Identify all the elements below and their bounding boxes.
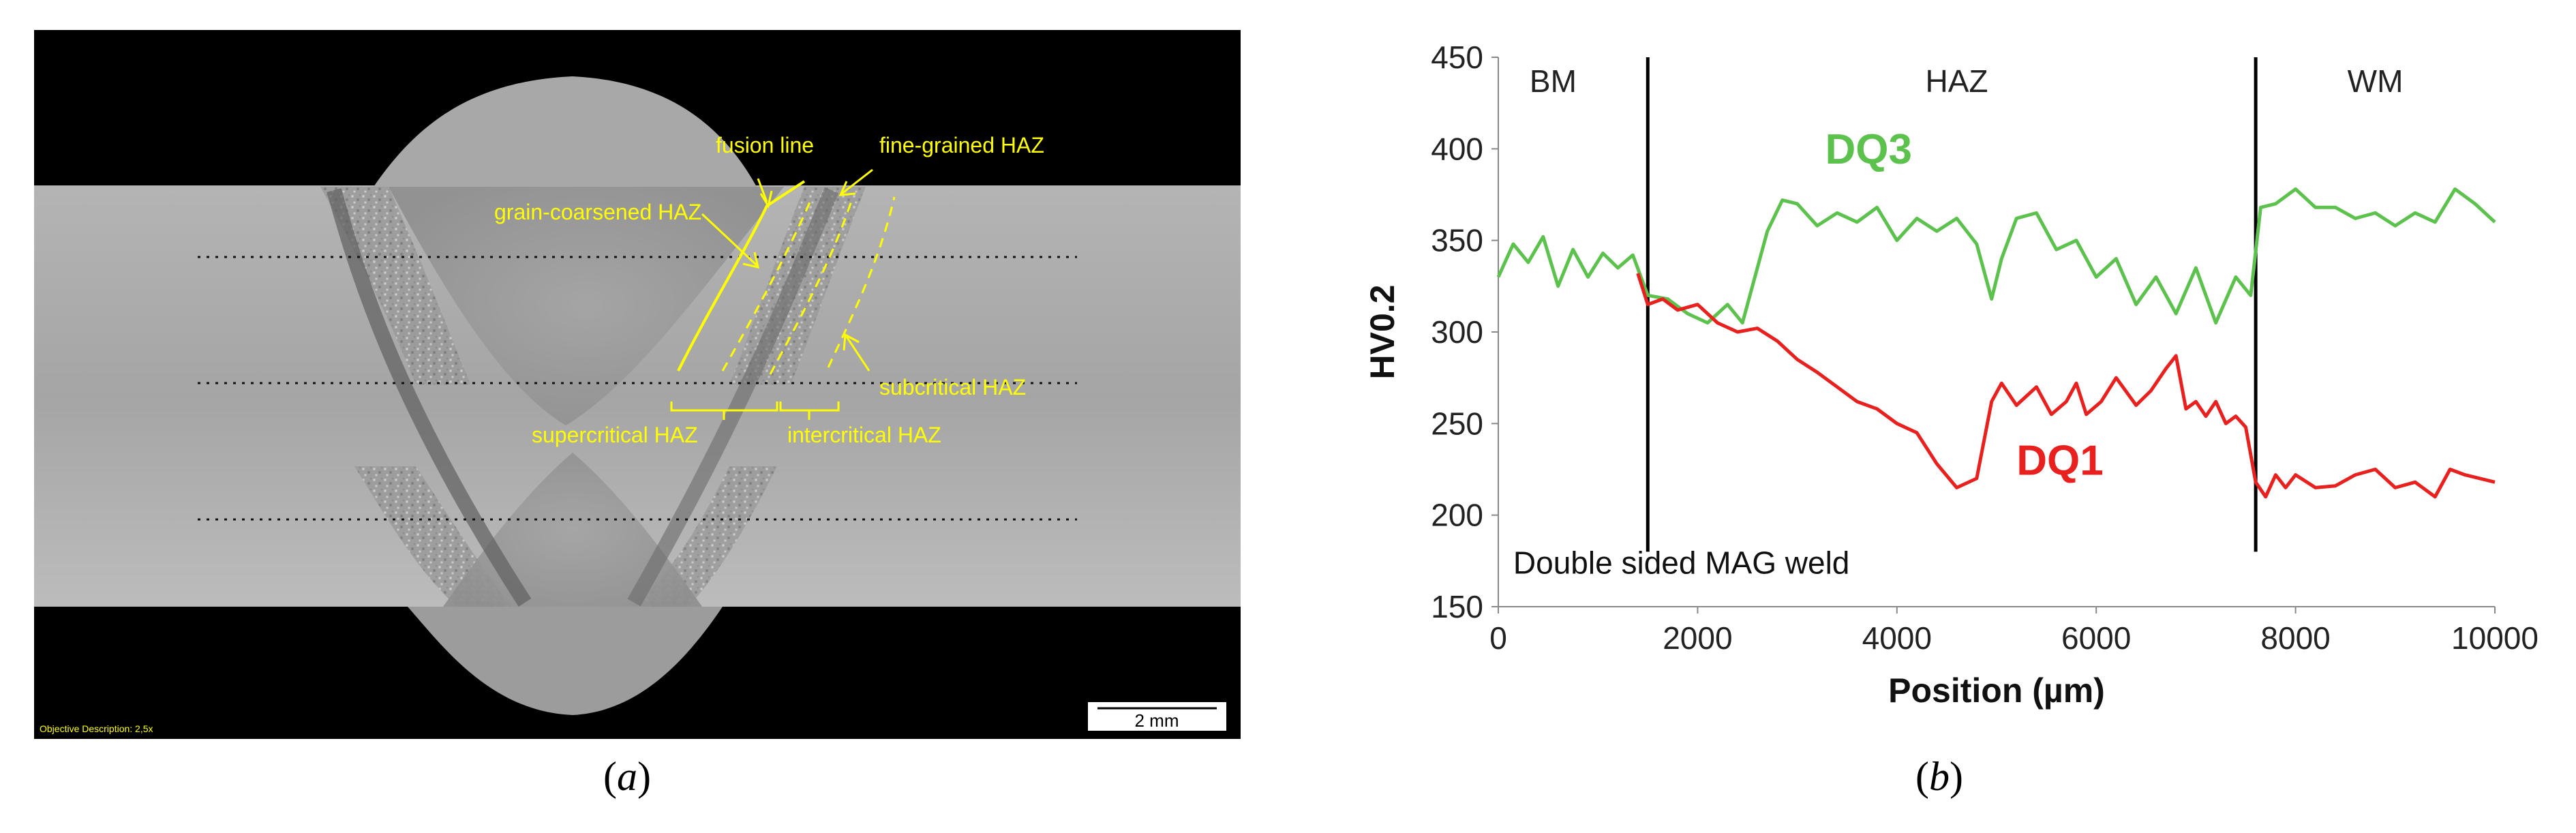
weld-metal <box>389 187 784 425</box>
intercritical-bracket <box>779 402 840 420</box>
series-layer <box>1496 187 2496 499</box>
caption-a: (a) <box>603 754 651 799</box>
y-tick-label: 400 <box>1431 131 1483 166</box>
labels-layer: DQ3 DQ1 <box>1825 126 2104 485</box>
fusion-line-label: fusion line <box>716 133 814 157</box>
subcritical-arrow <box>845 336 870 372</box>
haz-left-upper <box>320 187 470 384</box>
y-tick-label: 250 <box>1431 406 1483 441</box>
grain-coarsened-label: grain-coarsened HAZ <box>494 200 701 224</box>
grain-coarsened-arrowhead <box>742 252 759 269</box>
weld-cap-top <box>374 76 757 187</box>
scale-bar-label: 2 mm <box>1135 710 1179 731</box>
caption-b: (b) <box>1915 754 1963 799</box>
y-tick-label: 300 <box>1431 314 1483 350</box>
fine-grained-label: fine-grained HAZ <box>879 133 1044 157</box>
fine-grained-boundary-2 <box>769 198 853 375</box>
micrograph-drawing: fusion line fine-grained HAZ grain-coars… <box>34 76 1241 734</box>
caption-b-letter: b <box>1928 754 1950 799</box>
fusion-boundary-left <box>327 188 532 607</box>
subcritical-arrowhead <box>843 333 860 351</box>
intercritical-label: intercritical HAZ <box>787 423 941 447</box>
y-tick-label: 150 <box>1431 589 1483 624</box>
fusion-line-curve <box>677 180 806 372</box>
x-tick-label: 10000 <box>2451 620 2539 656</box>
series-label-dq3: DQ3 <box>1825 126 1912 173</box>
zone-label: HAZ <box>1926 63 1988 99</box>
x-tick-label: 6000 <box>2061 620 2131 656</box>
x-tick-label: 4000 <box>1862 620 1932 656</box>
y-tick-label: 450 <box>1431 40 1483 75</box>
weld-annotation: Double sided MAG weld <box>1513 545 1849 581</box>
zones-layer: BM HAZ WM Double sided MAG weld <box>1513 57 2404 581</box>
hardness-chart-svg: 150 200 250 300 350 400 450 0 2000 4000 6000 8000 10… <box>1363 40 2539 710</box>
series-line-dq3 <box>1496 187 2496 325</box>
grain-coarsened-arrow <box>701 213 758 267</box>
x-axis-title: Position (µm) <box>1888 671 2105 710</box>
subcritical-label: subcritical HAZ <box>879 375 1026 399</box>
fusion-line-arrow <box>757 178 768 202</box>
x-tick-label: 0 <box>1489 620 1507 656</box>
y-tick-label: 350 <box>1431 223 1483 258</box>
series-label-dq1: DQ1 <box>2016 438 2103 485</box>
supercritical-bracket <box>670 402 778 420</box>
fusion-line-arrowhead <box>759 190 773 209</box>
y-axis-title: HV0.2 <box>1363 285 1401 380</box>
hardness-chart: 150 200 250 300 350 400 450 0 2000 4000 6000 8000 10… <box>1282 20 2576 770</box>
fine-grained-arrow <box>841 168 873 195</box>
supercritical-label: supercritical HAZ <box>532 423 698 447</box>
zone-label: BM <box>1530 63 1577 99</box>
fine-grained-arrowhead <box>838 181 856 196</box>
objective-description: Objective Description: 2,5x <box>40 723 153 734</box>
fusion-boundary-right <box>627 187 839 607</box>
x-tick-label: 2000 <box>1663 620 1732 656</box>
series-line-dq1 <box>1636 273 2496 499</box>
caption-a-letter: a <box>616 754 637 799</box>
zone-label: WM <box>2348 63 2404 99</box>
fine-grained-boundary-1 <box>721 198 813 372</box>
x-tick-label: 8000 <box>2260 620 2330 656</box>
subcritical-boundary <box>827 196 896 368</box>
axes-layer: 150 200 250 300 350 400 450 0 2000 4000 6000 8000 10… <box>1363 40 2539 710</box>
y-tick-label: 200 <box>1431 498 1483 533</box>
scale-bar-box <box>1087 701 1228 732</box>
weld-cross-section-micrograph: fusion line fine-grained HAZ grain-coars… <box>34 30 1241 739</box>
weld-cap-bottom <box>408 607 723 715</box>
